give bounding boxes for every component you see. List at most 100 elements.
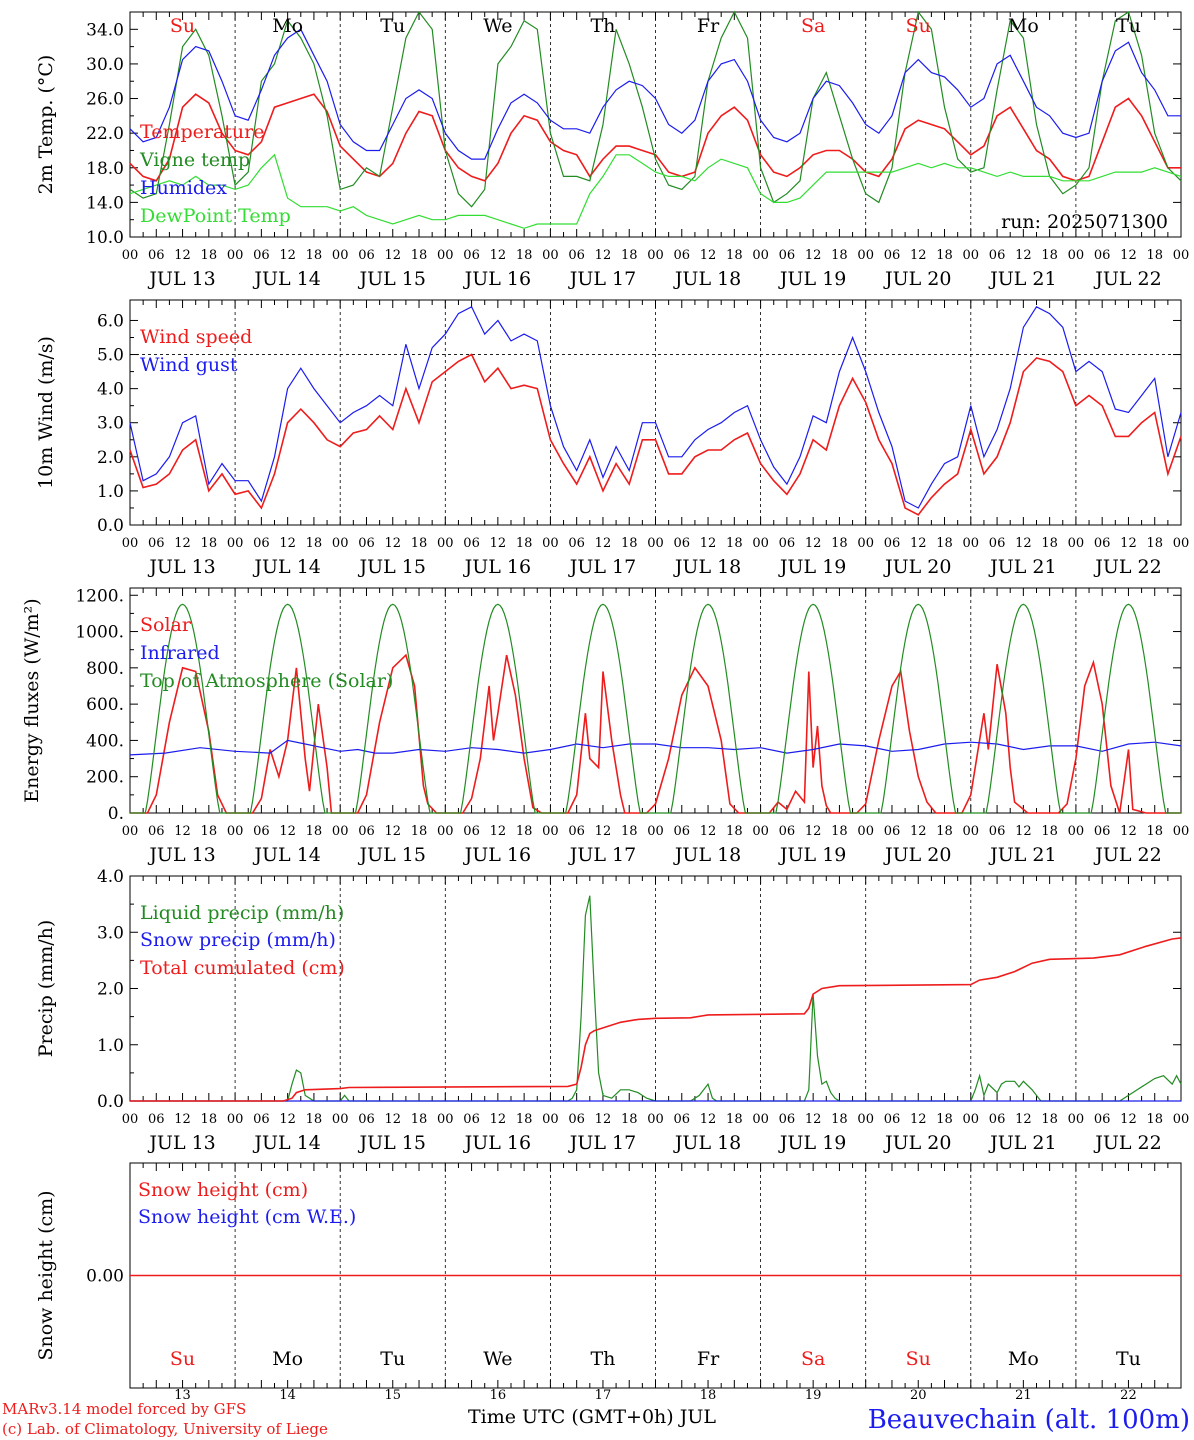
- hour-label: 00: [1173, 1112, 1190, 1127]
- hour-label: 06: [674, 536, 691, 551]
- date-label: JUL 19: [778, 1132, 846, 1154]
- day-name: Mo: [1008, 1348, 1039, 1370]
- legend-entry: DewPoint Temp: [140, 205, 291, 227]
- legend-entry: Temperature: [140, 121, 264, 143]
- hour-label: 12: [595, 824, 612, 839]
- date-label: JUL 15: [358, 1132, 426, 1154]
- series-line-wind-gust: [129, 305, 1182, 509]
- hour-label: 06: [463, 824, 480, 839]
- x-axis-title: Time UTC (GMT+0h) JUL: [468, 1406, 716, 1428]
- hour-label: 18: [726, 824, 743, 839]
- panel-1: 10.0 14.0 18.0 22.0 26.0 30.0 34.0 2m Temp. (°C…: [35, 10, 1189, 290]
- hour-label: 12: [279, 536, 296, 551]
- series-line-vigne-temp: [129, 10, 1182, 208]
- hour-label: 18: [621, 536, 638, 551]
- hour-label: 06: [884, 1112, 901, 1127]
- y-tick-label: 200.: [86, 768, 124, 788]
- hour-label: 12: [805, 536, 822, 551]
- legend-entry: Total cumulated (cm): [140, 957, 345, 979]
- hour-label: 18: [411, 248, 428, 263]
- date-label: JUL 20: [883, 1132, 951, 1154]
- hour-label: 12: [910, 824, 927, 839]
- y-tick-label: 10.0: [86, 228, 124, 248]
- hour-label: 06: [779, 536, 796, 551]
- hour-label: 06: [568, 536, 585, 551]
- hour-label: 06: [253, 824, 270, 839]
- hour-label: 06: [1094, 248, 1111, 263]
- hour-label: 12: [1015, 248, 1032, 263]
- hour-label: 00: [857, 1112, 874, 1127]
- hour-label: 06: [358, 824, 375, 839]
- plot-frame: [129, 587, 1182, 814]
- hour-label: 12: [595, 248, 612, 263]
- date-label: JUL 22: [1093, 268, 1161, 290]
- hour-label: 06: [674, 248, 691, 263]
- date-label: JUL 13: [147, 556, 215, 578]
- date-label: JUL 14: [252, 844, 320, 866]
- date-label: JUL 19: [778, 268, 846, 290]
- hour-label: 00: [857, 536, 874, 551]
- hour-label: 18: [516, 536, 533, 551]
- date-label: JUL 15: [358, 556, 426, 578]
- day-name: Tu: [1116, 1348, 1141, 1370]
- hour-label: 00: [227, 248, 244, 263]
- y-tick-label: 0.: [108, 804, 124, 824]
- day-number: 14: [279, 1388, 296, 1403]
- y-tick-label: 14.0: [86, 193, 124, 213]
- hour-label: 06: [989, 248, 1006, 263]
- y-tick-label: 1.0: [97, 1036, 124, 1056]
- y-tick-label: 1200.: [75, 586, 124, 606]
- y-tick-label: 600.: [86, 695, 124, 715]
- day-number: 13: [174, 1388, 191, 1403]
- hour-label: 00: [437, 536, 454, 551]
- legend-entry: Snow height (cm): [138, 1179, 308, 1201]
- hour-label: 00: [332, 248, 349, 263]
- y-tick-label: 4.0: [97, 380, 124, 400]
- legend-entry: Humidex: [140, 177, 227, 199]
- hour-label: 00: [752, 248, 769, 263]
- hour-label: 18: [516, 824, 533, 839]
- series-line-temperature: [129, 93, 1181, 182]
- hour-label: 12: [490, 536, 507, 551]
- date-label: JUL 21: [988, 844, 1056, 866]
- hour-label: 06: [779, 824, 796, 839]
- panel-5: 0.00 Snow height (cm) Snow height (cm) Snow…: [35, 1162, 1182, 1389]
- series-line-dewpoint-temp: [129, 153, 1182, 229]
- hour-label: 00: [963, 824, 980, 839]
- day-name: Th: [590, 1348, 615, 1370]
- day-number: 19: [805, 1388, 822, 1403]
- hour-label: 06: [463, 248, 480, 263]
- hour-label: 18: [306, 1112, 323, 1127]
- hour-label: 00: [122, 536, 139, 551]
- day-number: 22: [1120, 1388, 1137, 1403]
- hour-label: 18: [726, 248, 743, 263]
- series-line-top-of-atmosphere-solar-: [130, 603, 1181, 814]
- day-name: Fr: [697, 15, 720, 37]
- hour-label: 12: [1120, 536, 1137, 551]
- panel-3: 0. 200. 400. 600. 800. 1000. 1200. Energy fluxe…: [21, 586, 1189, 866]
- y-tick-label: 34.0: [86, 20, 124, 40]
- y-axis-label: Precip (mm/h): [35, 920, 57, 1058]
- hour-label: 12: [1120, 1112, 1137, 1127]
- hour-label: 06: [148, 824, 165, 839]
- hour-label: 18: [1041, 248, 1058, 263]
- hour-label: 18: [726, 536, 743, 551]
- y-tick-label: 2.0: [97, 980, 124, 1000]
- hour-label: 12: [490, 1112, 507, 1127]
- hour-label: 00: [437, 824, 454, 839]
- hour-label: 00: [542, 824, 559, 839]
- hour-label: 18: [621, 824, 638, 839]
- hour-label: 18: [201, 1112, 218, 1127]
- date-label: JUL 16: [463, 1132, 531, 1154]
- legend-entry: Vigne temp: [139, 149, 250, 171]
- date-label: JUL 13: [147, 268, 215, 290]
- y-tick-label: 3.0: [97, 414, 124, 434]
- hour-label: 18: [831, 824, 848, 839]
- hour-label: 12: [384, 248, 401, 263]
- footer-model: MARv3.14 model forced by GFS: [2, 1400, 246, 1418]
- y-tick-label: 18.0: [86, 159, 124, 179]
- hour-label: 18: [516, 1112, 533, 1127]
- hour-label: 06: [358, 248, 375, 263]
- hour-label: 18: [306, 824, 323, 839]
- date-label: JUL 20: [883, 556, 951, 578]
